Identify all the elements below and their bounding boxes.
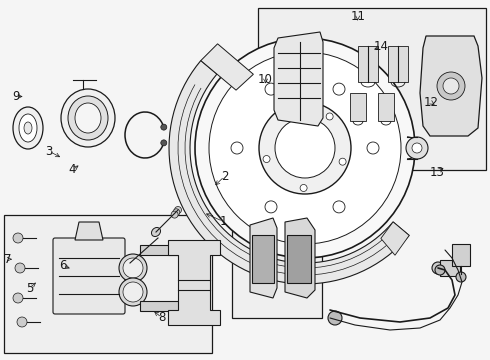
- Bar: [388, 46, 408, 82]
- Circle shape: [17, 317, 27, 327]
- Polygon shape: [250, 218, 277, 298]
- Circle shape: [333, 83, 345, 95]
- Ellipse shape: [24, 122, 32, 134]
- Polygon shape: [274, 32, 323, 126]
- Text: 3: 3: [45, 145, 53, 158]
- Circle shape: [161, 124, 167, 130]
- Text: 12: 12: [424, 96, 439, 109]
- Circle shape: [339, 158, 346, 165]
- Circle shape: [279, 111, 286, 118]
- Bar: [4, 215, 212, 353]
- Polygon shape: [169, 60, 409, 284]
- Circle shape: [437, 72, 465, 100]
- Circle shape: [231, 142, 243, 154]
- Circle shape: [265, 201, 277, 213]
- Ellipse shape: [68, 96, 108, 140]
- Bar: [287, 235, 311, 283]
- Bar: [350, 93, 366, 121]
- Bar: [140, 245, 185, 255]
- Text: 7: 7: [4, 253, 12, 266]
- Bar: [440, 260, 460, 276]
- Ellipse shape: [151, 228, 161, 237]
- Polygon shape: [420, 36, 482, 136]
- Ellipse shape: [75, 103, 101, 133]
- Circle shape: [456, 272, 466, 282]
- Circle shape: [367, 142, 379, 154]
- Text: 1: 1: [219, 215, 227, 228]
- Bar: [358, 46, 378, 82]
- Circle shape: [195, 38, 415, 258]
- Circle shape: [259, 102, 351, 194]
- Ellipse shape: [125, 258, 135, 267]
- Text: 14: 14: [374, 40, 389, 53]
- Circle shape: [333, 201, 345, 213]
- Polygon shape: [381, 222, 409, 255]
- Ellipse shape: [119, 254, 147, 282]
- Ellipse shape: [119, 278, 147, 306]
- Text: 2: 2: [220, 170, 228, 183]
- Circle shape: [174, 207, 181, 213]
- Polygon shape: [285, 218, 315, 298]
- Circle shape: [300, 184, 307, 192]
- Circle shape: [432, 262, 444, 274]
- Polygon shape: [201, 44, 253, 90]
- Circle shape: [326, 113, 333, 120]
- Ellipse shape: [123, 258, 143, 278]
- Polygon shape: [75, 222, 103, 240]
- Bar: [452, 244, 470, 266]
- Ellipse shape: [13, 107, 43, 149]
- Text: 8: 8: [158, 311, 166, 324]
- Circle shape: [209, 52, 401, 244]
- Circle shape: [13, 233, 23, 243]
- Bar: [232, 196, 322, 318]
- Circle shape: [263, 156, 270, 162]
- Circle shape: [15, 263, 25, 273]
- Text: 4: 4: [69, 163, 76, 176]
- Circle shape: [443, 78, 459, 94]
- Bar: [252, 235, 274, 283]
- Ellipse shape: [61, 89, 115, 147]
- Text: 10: 10: [258, 73, 273, 86]
- Circle shape: [275, 118, 335, 178]
- Circle shape: [161, 140, 167, 146]
- Circle shape: [171, 211, 178, 218]
- Bar: [258, 8, 486, 170]
- Circle shape: [13, 293, 23, 303]
- Circle shape: [435, 265, 445, 275]
- FancyBboxPatch shape: [53, 238, 125, 314]
- Ellipse shape: [19, 114, 37, 142]
- Text: 6: 6: [59, 259, 67, 272]
- Circle shape: [328, 311, 342, 325]
- Circle shape: [173, 209, 180, 216]
- Bar: [140, 301, 185, 311]
- Bar: [378, 93, 394, 121]
- Circle shape: [406, 137, 428, 159]
- Text: 11: 11: [350, 10, 365, 23]
- Polygon shape: [168, 240, 220, 325]
- Circle shape: [265, 83, 277, 95]
- Text: 5: 5: [25, 282, 33, 294]
- Text: 9: 9: [12, 90, 20, 103]
- Circle shape: [412, 143, 422, 153]
- Text: 13: 13: [430, 166, 444, 179]
- Ellipse shape: [123, 282, 143, 302]
